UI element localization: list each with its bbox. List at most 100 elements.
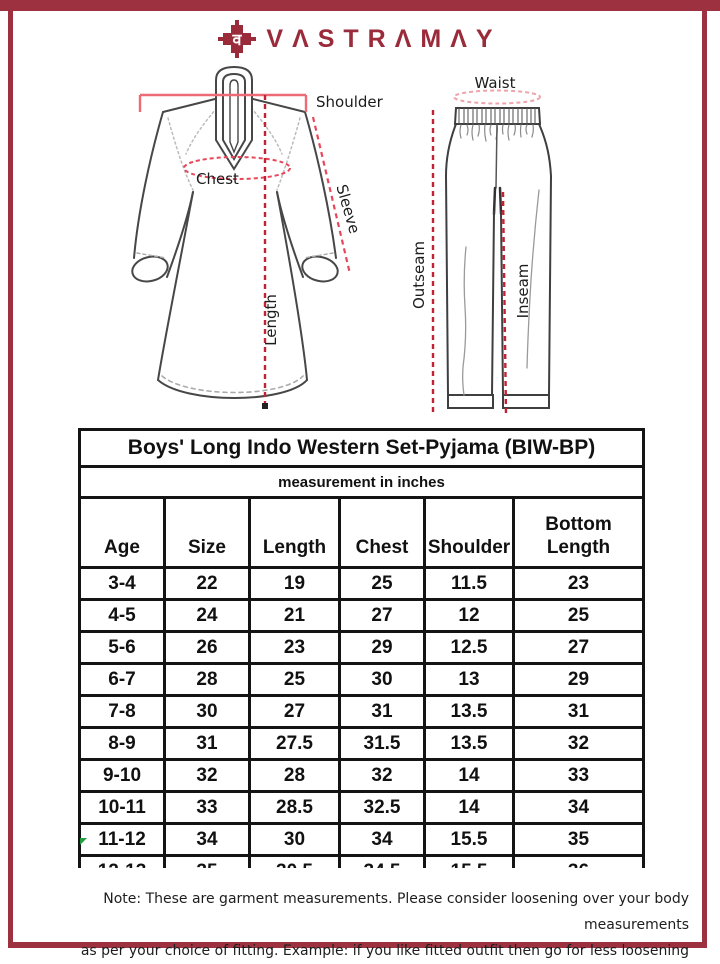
kurta-collar xyxy=(215,65,253,171)
cell-bottom-length: 34 xyxy=(512,790,645,825)
cell-shoulder: 13.5 xyxy=(423,726,515,761)
cell-size: 31 xyxy=(163,726,251,761)
cell-size: 22 xyxy=(163,566,251,601)
cell-age: 5-6 xyxy=(78,630,166,665)
garment-measurement-diagrams: Shoulder Chest Length Sleeve Waist Outse… xyxy=(131,65,553,415)
cell-size: 30 xyxy=(163,694,251,729)
kurta-diagram xyxy=(131,65,339,399)
cell-chest: 32 xyxy=(338,758,426,793)
table-row: 10-11 33 28.5 32.5 14 34 xyxy=(78,790,645,825)
table-title-row: Boys' Long Indo Western Set-Pyjama (BIW-… xyxy=(78,428,645,468)
cell-length: 30.5 xyxy=(248,854,341,868)
cell-size: 35 xyxy=(163,854,251,868)
cell-bottom-length: 32 xyxy=(512,726,645,761)
cell-size: 33 xyxy=(163,790,251,825)
cell-bottom-length: 25 xyxy=(512,598,645,633)
kurta-measure-lines xyxy=(138,93,352,409)
table-row: 6-7 28 25 30 13 29 xyxy=(78,662,645,697)
cell-length: 27.5 xyxy=(248,726,341,761)
cell-size: 34 xyxy=(163,822,251,857)
table-row: 12-13 35 30.5 34.5 15.5 36 xyxy=(78,854,645,868)
size-chart-table: Boys' Long Indo Western Set-Pyjama (BIW-… xyxy=(78,428,645,868)
cell-length: 19 xyxy=(248,566,341,601)
sleeve-label: Sleeve xyxy=(332,182,363,235)
cell-shoulder: 13 xyxy=(423,662,515,697)
table-row: 7-8 30 27 31 13.5 31 xyxy=(78,694,645,729)
cell-chest: 31 xyxy=(338,694,426,729)
pyjama-measure-lines xyxy=(431,89,541,415)
cell-age: 10-11 xyxy=(78,790,166,825)
cell-length: 23 xyxy=(248,630,341,665)
table-row: 5-6 26 23 29 12.5 27 xyxy=(78,630,645,665)
cell-bottom-length: 36 xyxy=(512,854,645,868)
cell-chest: 29 xyxy=(338,630,426,665)
cell-size: 28 xyxy=(163,662,251,697)
waist-measure-ellipse xyxy=(453,89,541,105)
note-line-2: as per your choice of fitting. Example: … xyxy=(80,943,689,959)
cell-size: 32 xyxy=(163,758,251,793)
cell-bottom-length: 35 xyxy=(512,822,645,857)
cell-bottom-length: 23 xyxy=(512,566,645,601)
col-header-length: Length xyxy=(248,496,341,569)
cell-length: 27 xyxy=(248,694,341,729)
cell-shoulder: 15.5 xyxy=(423,854,515,868)
cell-size: 24 xyxy=(163,598,251,633)
cell-age: 9-10 xyxy=(78,758,166,793)
brand-logo-text: VΛSTRΛMΛY xyxy=(266,24,502,53)
chest-measure-ellipse xyxy=(183,156,291,180)
cell-age: 3-4 xyxy=(78,566,166,601)
cell-chest: 34.5 xyxy=(338,854,426,868)
brand-logo-glyph: व xyxy=(232,32,243,49)
cell-age: 4-5 xyxy=(78,598,166,633)
cell-chest: 34 xyxy=(338,822,426,857)
cell-shoulder: 14 xyxy=(423,790,515,825)
size-chart-table-wrap: Boys' Long Indo Western Set-Pyjama (BIW-… xyxy=(78,428,650,868)
note-line-1: Note: These are garment measurements. Pl… xyxy=(103,891,689,933)
cell-bottom-length: 31 xyxy=(512,694,645,729)
cell-shoulder: 12.5 xyxy=(423,630,515,665)
pyjama-diagram xyxy=(444,107,553,409)
col-header-shoulder: Shoulder xyxy=(423,496,515,569)
shoulder-label: Shoulder xyxy=(316,93,384,111)
cell-length: 28 xyxy=(248,758,341,793)
table-header-row: Age Size Length Chest Shoulder Bottom Le… xyxy=(78,496,645,569)
cell-chest: 27 xyxy=(338,598,426,633)
cell-length: 25 xyxy=(248,662,341,697)
brand-logo: व VΛSTRΛMΛY xyxy=(0,20,720,58)
inseam-label: Inseam xyxy=(514,264,532,319)
cell-age: 6-7 xyxy=(78,662,166,697)
measurement-note: Note: These are garment measurements. Pl… xyxy=(0,886,689,964)
col-header-bottom-length: Bottom Length xyxy=(512,496,645,569)
cell-length: 28.5 xyxy=(248,790,341,825)
cell-age: 11-12 xyxy=(78,822,166,857)
shoulder-measure-line xyxy=(138,93,308,112)
cell-bottom-length: 33 xyxy=(512,758,645,793)
page-frame-border xyxy=(8,11,707,948)
cell-bottom-length: 29 xyxy=(512,662,645,697)
cell-age: 12-13 xyxy=(78,854,166,868)
cell-chest: 30 xyxy=(338,662,426,697)
outseam-label: Outseam xyxy=(410,241,428,309)
cell-length: 21 xyxy=(248,598,341,633)
table-subtitle-row: measurement in inches xyxy=(78,465,645,499)
col-header-size: Size xyxy=(163,496,251,569)
length-label: Length xyxy=(262,294,280,346)
cell-shoulder: 11.5 xyxy=(423,566,515,601)
inseam-measure-line xyxy=(501,191,508,415)
cell-chest: 32.5 xyxy=(338,790,426,825)
cell-chest: 25 xyxy=(338,566,426,601)
table-row: 9-10 32 28 32 14 33 xyxy=(78,758,645,793)
cell-length: 30 xyxy=(248,822,341,857)
table-row: 3-4 22 19 25 11.5 23 xyxy=(78,566,645,601)
brand-logo-icon: व xyxy=(218,20,257,58)
chest-label: Chest xyxy=(196,170,239,188)
waist-label: Waist xyxy=(475,74,516,92)
table-row: 8-9 31 27.5 31.5 13.5 32 xyxy=(78,726,645,761)
cell-size: 26 xyxy=(163,630,251,665)
col-header-chest: Chest xyxy=(338,496,426,569)
spreadsheet-comment-flag xyxy=(80,838,87,845)
table-row: 4-5 24 21 27 12 25 xyxy=(78,598,645,633)
table-title: Boys' Long Indo Western Set-Pyjama (BIW-… xyxy=(78,428,645,468)
cell-shoulder: 12 xyxy=(423,598,515,633)
table-subtitle: measurement in inches xyxy=(78,465,645,499)
